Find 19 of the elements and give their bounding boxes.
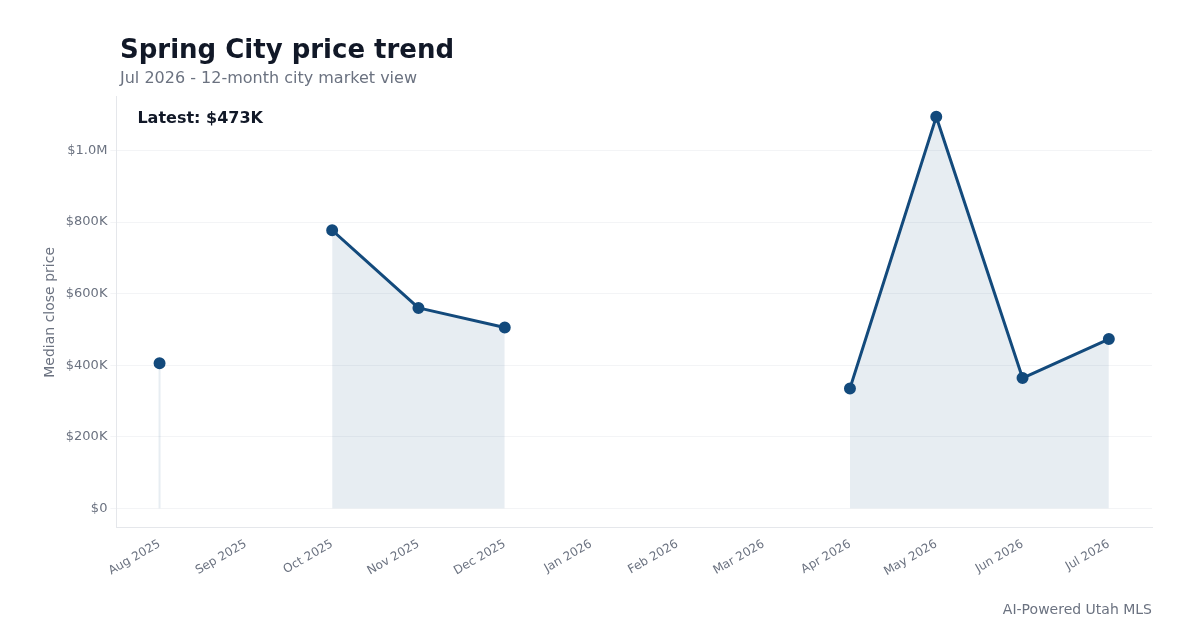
text: AI-Powered Utah MLS — [1002, 601, 1152, 617]
point — [843, 382, 856, 395]
chart-title: Spring City price trend — [120, 34, 455, 64]
chart-subtitle: Jul 2026 - 12-month city market view — [120, 68, 417, 87]
y-axis-title: Median close price — [41, 247, 58, 378]
point — [930, 110, 943, 123]
y-tick-label: $800K — [65, 213, 108, 229]
y-tick-label: $1.0M — [67, 141, 108, 157]
point — [153, 357, 166, 370]
y-tick-label: $0 — [90, 499, 108, 515]
y-tick-label: $400K — [65, 356, 108, 372]
y-tick-label: $200K — [65, 428, 108, 444]
y-tick-label: $600K — [65, 284, 108, 300]
point — [1102, 333, 1115, 346]
point — [1016, 372, 1029, 385]
point — [498, 321, 511, 334]
point — [326, 224, 339, 237]
point — [412, 301, 425, 314]
annotation: Latest: $473K — [137, 108, 264, 128]
